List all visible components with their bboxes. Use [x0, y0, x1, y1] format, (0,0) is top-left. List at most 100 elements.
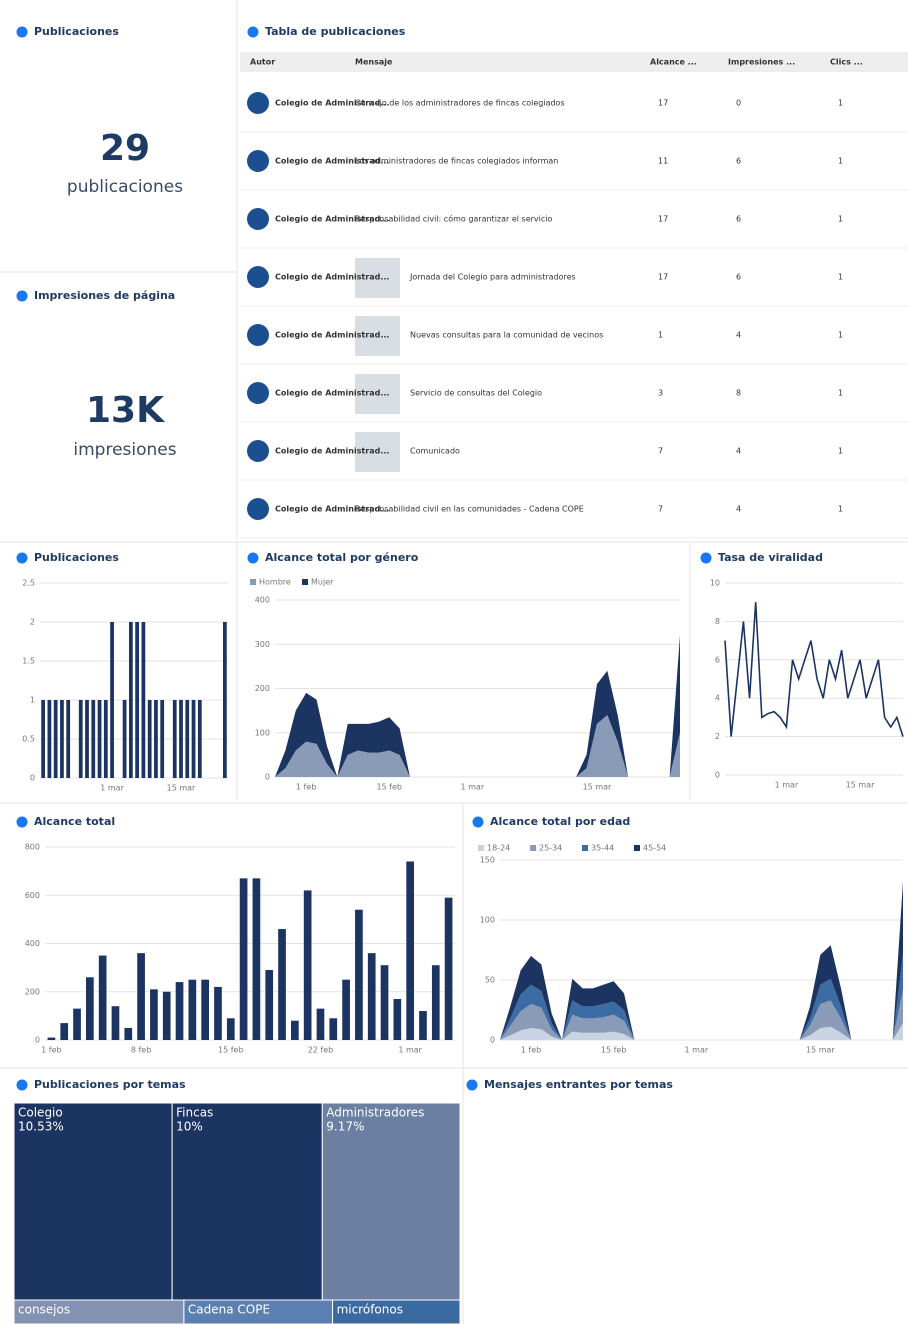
metric-cell: 6 [736, 215, 741, 224]
metric-cell: 1 [838, 273, 843, 282]
y-tick-label: 200 [255, 684, 270, 693]
area [500, 1023, 903, 1040]
column-header: Alcance ... [650, 58, 697, 67]
bar [201, 979, 209, 1040]
metric-cell: 1 [838, 447, 843, 456]
area [500, 953, 903, 1040]
kpi-value: 29 [100, 128, 150, 169]
kpi-value: 13K [86, 390, 165, 431]
metric-cell: 1 [838, 331, 843, 340]
treemap-cell [171, 1102, 323, 1301]
y-tick-label: 1.5 [22, 657, 35, 666]
bar [135, 622, 140, 778]
author-avatar [247, 150, 269, 172]
column-header: Impresiones ... [728, 58, 795, 67]
bar [160, 700, 165, 778]
bar [380, 965, 389, 1040]
treemap-value: 10.53% [18, 1120, 64, 1134]
table-title: Tabla de publicaciones [265, 25, 406, 38]
treemap-label: Colegio [18, 1106, 63, 1120]
bar [141, 622, 146, 778]
bar [303, 890, 312, 1040]
bar [162, 991, 171, 1040]
x-tick-label: 1 mar [685, 1046, 709, 1055]
facebook-icon [16, 290, 28, 302]
legend-label: 35-44 [591, 844, 614, 853]
bar [252, 878, 261, 1040]
y-tick-label: 0 [30, 774, 35, 783]
table-header [240, 52, 908, 72]
column-header: Autor [250, 58, 275, 67]
legend-label: 25-34 [539, 844, 562, 853]
x-tick-label: 1 feb [41, 1046, 61, 1055]
metric-cell: 1 [838, 157, 843, 166]
x-tick-label: 1 mar [398, 1046, 422, 1055]
message: Servicio de consultas del Colegio [410, 389, 542, 398]
legend-swatch [582, 845, 588, 851]
bar [226, 1018, 235, 1040]
chart-title: Alcance total por género [265, 551, 419, 564]
chart-title: Alcance total [34, 815, 115, 828]
y-tick-label: 0 [35, 1036, 40, 1045]
metric-cell: 6 [736, 157, 741, 166]
facebook-icon [472, 816, 484, 828]
facebook-icon [247, 26, 259, 38]
bar [78, 700, 83, 778]
metric-cell: 8 [736, 389, 741, 398]
bar [239, 878, 248, 1040]
bar [175, 982, 184, 1040]
bar [103, 700, 108, 778]
facebook-icon [700, 552, 712, 564]
treemap-label: Cadena COPE [188, 1303, 270, 1317]
author-avatar [247, 324, 269, 346]
bar [342, 979, 350, 1040]
y-tick-label: 400 [255, 596, 270, 605]
y-tick-label: 0 [715, 771, 720, 780]
post-thumbnail [355, 432, 400, 472]
legend-label: 45-54 [643, 844, 666, 853]
metric-cell: 17 [658, 215, 668, 224]
bar [122, 700, 127, 778]
y-tick-label: 800 [25, 843, 40, 852]
x-tick-label: 15 feb [376, 783, 402, 792]
author-avatar [247, 382, 269, 404]
post-thumbnail [355, 258, 400, 298]
author-avatar [247, 266, 269, 288]
bar [185, 700, 190, 778]
bar [53, 700, 58, 778]
bar [111, 1006, 120, 1040]
x-tick-label: 15 mar [806, 1046, 835, 1055]
legend-label: Hombre [259, 578, 291, 587]
x-tick-label: 15 mar [167, 784, 196, 793]
metric-cell: 1 [838, 99, 843, 108]
x-tick-label: 15 feb [218, 1046, 244, 1055]
y-tick-label: 10 [710, 579, 720, 588]
metric-cell: 1 [838, 505, 843, 514]
legend-label: Mujer [311, 578, 334, 587]
facebook-icon [16, 816, 28, 828]
author: Colegio de Administrad... [275, 331, 389, 340]
author: Colegio de Administrad... [275, 99, 389, 108]
y-tick-label: 600 [25, 891, 40, 900]
bar [98, 955, 107, 1040]
author-avatar [247, 92, 269, 114]
kpi-unit: impresiones [73, 440, 176, 460]
x-tick-label: 15 feb [601, 1046, 627, 1055]
legend-swatch [250, 579, 256, 585]
area [500, 881, 903, 1040]
y-tick-label: 8 [715, 617, 720, 626]
bar [97, 700, 102, 778]
column-header: Clics ... [830, 58, 863, 67]
treemap-label: Fincas [176, 1106, 213, 1120]
bar [60, 1023, 69, 1040]
legend-label: 18-24 [487, 844, 510, 853]
bar [150, 989, 158, 1040]
y-tick-label: 2 [30, 618, 35, 627]
bar [367, 953, 376, 1040]
author-avatar [247, 208, 269, 230]
metric-cell: 11 [658, 157, 668, 166]
metric-cell: 7 [658, 505, 663, 514]
metric-cell: 17 [658, 99, 668, 108]
kpi-title: Publicaciones [34, 25, 119, 38]
